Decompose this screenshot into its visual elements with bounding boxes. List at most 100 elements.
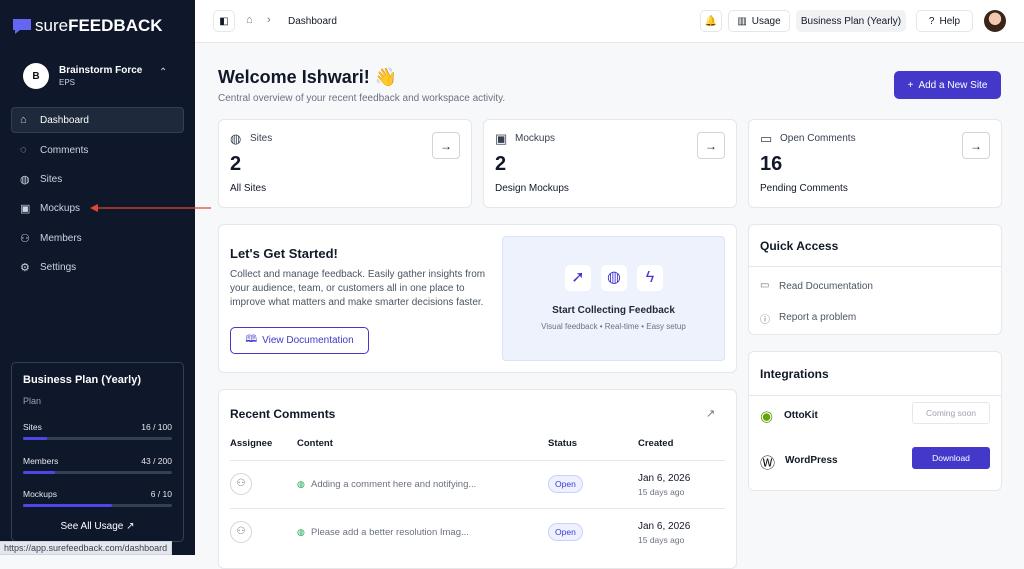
- view-docs-button[interactable]: 🕮 View Documentation: [230, 327, 369, 354]
- stat-label: Open Comments: [780, 133, 856, 144]
- welcome-title: Welcome Ishwari! 👋: [218, 67, 398, 87]
- stat-label: Mockups: [515, 133, 556, 144]
- stat-icon: ▭: [760, 131, 773, 146]
- recent-comments-title: Recent Comments: [230, 407, 336, 421]
- breadcrumb: Dashboard: [288, 16, 337, 27]
- get-started-title: Let's Get Started!: [230, 246, 338, 261]
- help-button[interactable]: ? Help: [916, 10, 973, 32]
- see-usage-text[interactable]: See All Usage: [60, 521, 124, 532]
- welcome-subtitle: Central overview of your recent feedback…: [218, 93, 506, 104]
- plan-card: Business Plan (Yearly) Plan Sites 16 / 10…: [11, 362, 184, 542]
- nav-icon[interactable]: ⚙: [20, 262, 30, 274]
- assignee-avatar: ⚇: [230, 521, 252, 543]
- illustration-caption: Visual feedback • Real-time • Easy setup: [541, 322, 686, 331]
- column-header: Assignee: [230, 438, 273, 449]
- quick-access-title: Quick Access: [760, 239, 839, 253]
- divider: [749, 395, 1001, 396]
- column-header: Created: [638, 438, 674, 449]
- nav-item[interactable]: Settings: [40, 262, 77, 273]
- usage-name: Members: [23, 455, 59, 466]
- stat-label: Sites: [250, 133, 273, 144]
- nav-icon[interactable]: ◍: [20, 174, 30, 186]
- integration-logo: Ⓦ: [760, 455, 776, 472]
- add-site-button[interactable]: + Add a New Site: [894, 71, 1001, 99]
- logo-icon: [13, 19, 31, 34]
- quick-icon[interactable]: ⓘ: [760, 315, 770, 326]
- stat-arrow[interactable]: →: [432, 132, 460, 159]
- nav-icon[interactable]: ◌: [20, 144, 27, 156]
- stat-card: ◍ Sites → 2 All Sites: [218, 119, 472, 208]
- stat-icon: ▣: [495, 131, 508, 146]
- integrations-title: Integrations: [760, 367, 829, 381]
- nav-item[interactable]: Mockups: [40, 203, 81, 214]
- topbar: ◧ ⌂ › Dashboard 🔔 ▥ Usage Business Plan …: [195, 0, 1024, 43]
- stat-arrow[interactable]: →: [697, 132, 725, 159]
- status-badge: Open: [548, 475, 583, 493]
- usage-fill: [23, 470, 56, 474]
- stat-card: ▭ Open Comments → 16 Pending Comments: [748, 119, 1002, 208]
- add-site-text[interactable]: Add a New Site: [918, 79, 988, 91]
- nav-item[interactable]: Sites: [40, 174, 63, 185]
- comment-content[interactable]: Please add a better resolution Imag...: [311, 527, 469, 538]
- user-avatar[interactable]: [984, 10, 1006, 32]
- usage-label: 6 / 10: [150, 489, 172, 499]
- bolt-icon: ϟ: [637, 265, 663, 291]
- divider: [749, 266, 1001, 267]
- integration-action[interactable]: Download: [912, 447, 990, 469]
- quick-link[interactable]: Read Documentation: [779, 281, 873, 292]
- nav-icon[interactable]: ▣: [20, 203, 31, 215]
- usage-text[interactable]: Usage: [751, 15, 781, 27]
- plan-button[interactable]: Business Plan (Yearly): [796, 10, 906, 32]
- usage-fill: [23, 437, 47, 440]
- usage-fill: [23, 504, 113, 507]
- illustration: ➚ ◍ ϟ Start Collecting Feedback Visual f…: [502, 236, 725, 361]
- plan-title: Business Plan (Yearly): [23, 374, 141, 386]
- stat-caption: Design Mockups: [495, 183, 569, 194]
- column-header: Status: [548, 438, 578, 449]
- rocket-icon: ➚: [565, 265, 591, 291]
- collapse-button[interactable]: ◧: [213, 10, 235, 32]
- usage-button[interactable]: ▥ Usage: [728, 10, 790, 32]
- illustration-title: Start Collecting Feedback: [552, 305, 675, 316]
- sidebar: sureFEEDBACK B Brainstorm Force EPS ⌃ ⌂ D…: [0, 0, 195, 555]
- open-link[interactable]: ↗: [706, 408, 716, 420]
- usage-label: 43 / 200: [141, 455, 172, 466]
- created-date: Jan 6, 2026: [638, 473, 691, 484]
- integration-name: WordPress: [785, 455, 838, 466]
- stat-value: 2: [230, 153, 242, 175]
- stat-arrow[interactable]: →: [962, 132, 990, 159]
- view-docs-text[interactable]: View Documentation: [262, 335, 354, 346]
- quick-access-card: Quick Access ▭ Read Documentation ⓘ Report …: [748, 224, 1002, 335]
- workspace-switch[interactable]: ⌃: [159, 67, 168, 78]
- comment-content[interactable]: Adding a comment here and notifying...: [311, 479, 477, 490]
- brand-name: FEEDBACK: [68, 16, 163, 35]
- brand-prefix: sure: [35, 16, 69, 35]
- quick-link[interactable]: Report a problem: [779, 312, 857, 323]
- nav-item[interactable]: Dashboard: [40, 115, 89, 126]
- nav-icon[interactable]: ⌂: [20, 114, 27, 126]
- quick-icon[interactable]: ▭: [760, 280, 770, 291]
- nav-icon[interactable]: ⚇: [20, 233, 30, 245]
- help-text[interactable]: Help: [939, 15, 961, 27]
- notifications-button[interactable]: 🔔: [700, 10, 722, 32]
- status-url: https://app.surefeedback.com/dashboard: [0, 541, 173, 555]
- stat-value: 16: [760, 153, 783, 175]
- stat-caption: Pending Comments: [760, 183, 848, 194]
- nav-item[interactable]: Comments: [40, 145, 89, 156]
- integration-action: Coming soon: [912, 402, 990, 424]
- integration-name: OttoKit: [784, 410, 818, 421]
- recent-comments-card: Recent Comments ↗ Assignee Content Status C…: [218, 389, 737, 569]
- breadcrumb-sep: ›: [267, 14, 271, 26]
- created-ago: 15 days ago: [638, 487, 685, 497]
- see-usage-link[interactable]: See All Usage ↗: [60, 521, 135, 532]
- plan-subtitle: Plan: [23, 396, 42, 406]
- usage-track: [23, 470, 172, 474]
- annotation-arrow: [90, 204, 211, 212]
- workspace-name[interactable]: Brainstorm Force: [59, 65, 143, 76]
- home-icon[interactable]: ⌂: [246, 14, 253, 26]
- integrations-card: Integrations ◉ OttoKit Coming soon Ⓦ WordPre…: [748, 351, 1002, 491]
- stat-card: ▣ Mockups → 2 Design Mockups: [483, 119, 737, 208]
- stat-icon: ◍: [230, 131, 242, 146]
- nav-item[interactable]: Members: [40, 233, 82, 244]
